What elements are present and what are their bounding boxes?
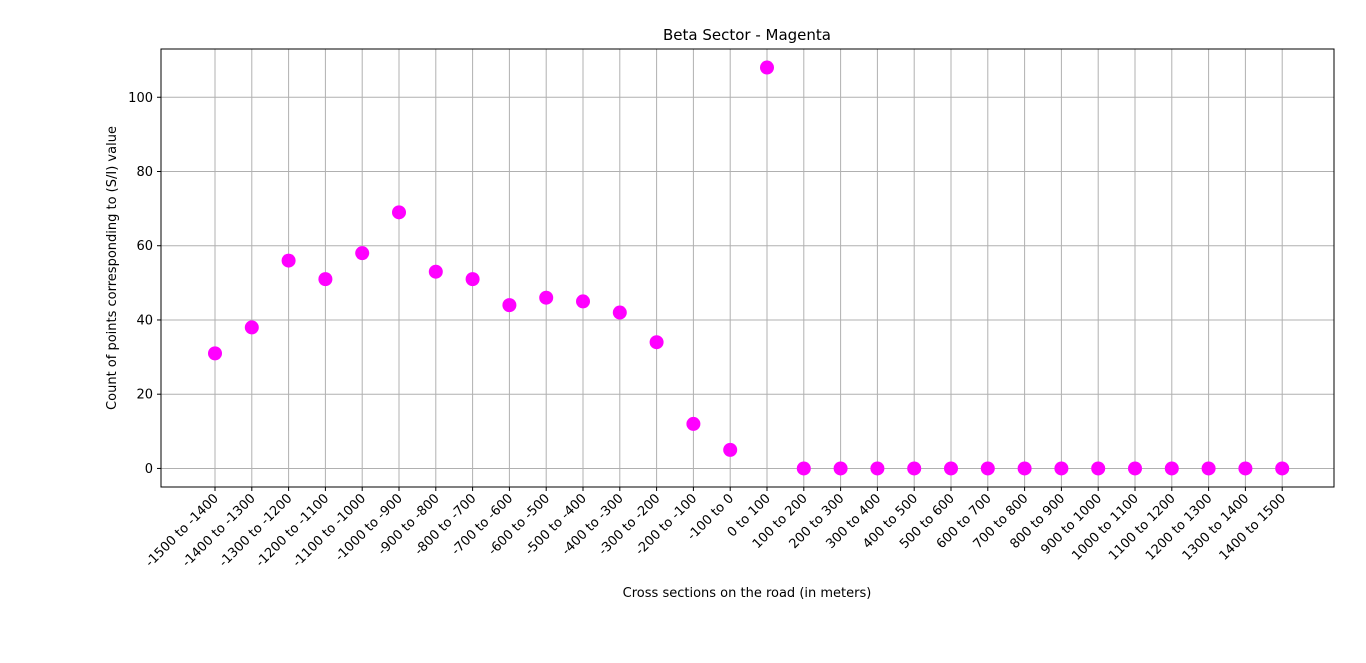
axis-ticks — [157, 96, 1283, 491]
y-tick-label: 40 — [136, 313, 153, 328]
data-point — [1091, 461, 1106, 476]
x-axis-label: Cross sections on the road (in meters) — [623, 586, 872, 601]
data-point — [539, 290, 554, 305]
data-points — [208, 60, 1290, 476]
data-point — [281, 253, 296, 268]
data-point — [465, 272, 480, 287]
y-tick-labels: 0 20 40 60 80 100 — [128, 91, 153, 477]
y-axis-label: Count of points corresponding to (S/I) v… — [105, 126, 120, 410]
plot-frame — [160, 48, 1335, 488]
data-point — [1128, 461, 1142, 476]
data-point — [244, 320, 259, 335]
data-point — [208, 346, 222, 361]
x-tick-labels: -1500 to -1400-1400 to -1300-1300 to -12… — [143, 491, 1289, 570]
data-point — [1054, 461, 1069, 476]
data-point — [355, 246, 370, 261]
y-tick-label: 80 — [136, 165, 153, 180]
data-point — [1238, 461, 1253, 476]
chart-title: Beta Sector - Magenta — [663, 26, 831, 44]
data-point — [1164, 461, 1179, 476]
grid-lines — [161, 49, 1334, 487]
data-point — [796, 461, 811, 476]
data-point — [980, 461, 995, 476]
data-point — [870, 461, 885, 476]
data-point — [723, 442, 738, 457]
data-point — [833, 461, 848, 476]
y-tick-label: 60 — [136, 239, 153, 254]
data-point — [576, 294, 590, 309]
data-point — [318, 272, 333, 287]
y-tick-label: 20 — [136, 388, 153, 403]
data-point — [612, 305, 627, 320]
data-point — [686, 416, 701, 431]
data-point — [944, 461, 958, 476]
data-point — [502, 298, 517, 313]
data-point — [428, 264, 443, 279]
data-point — [1201, 461, 1216, 476]
data-point — [907, 461, 922, 476]
data-point — [760, 60, 774, 75]
data-point — [392, 205, 406, 220]
data-point — [649, 335, 664, 350]
y-tick-label: 0 — [145, 462, 153, 477]
y-tick-label: 100 — [128, 91, 153, 106]
data-point — [1017, 461, 1032, 476]
data-point — [1275, 461, 1290, 476]
x-tick-label: 1400 to 1500 — [1217, 491, 1289, 563]
